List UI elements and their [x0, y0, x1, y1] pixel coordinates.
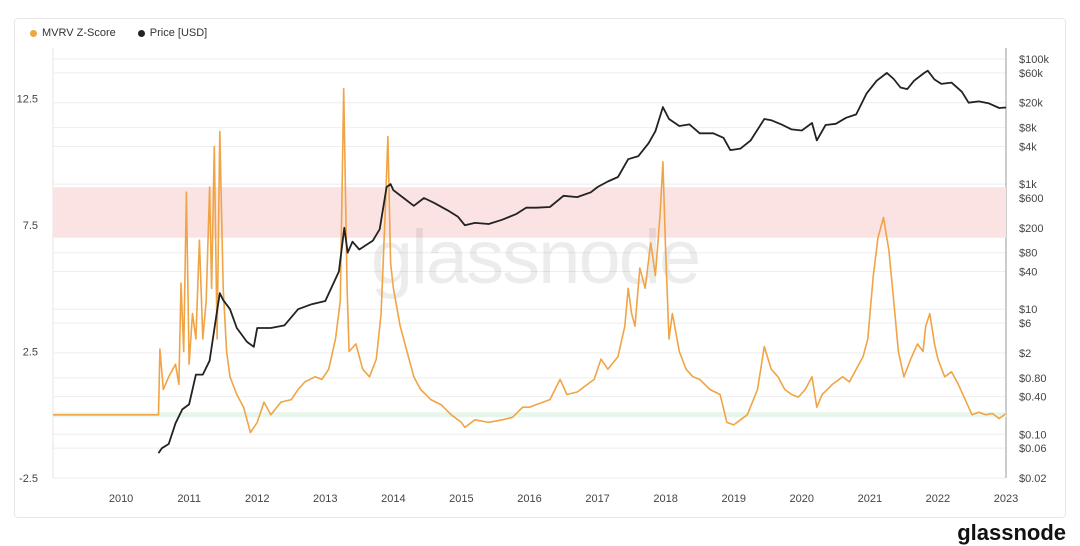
red-band	[53, 187, 1006, 238]
y-right-tick-label: $80	[1019, 248, 1037, 260]
y-right-tick-label: $0.02	[1019, 473, 1047, 485]
y-left-tick-label: 2.5	[23, 347, 38, 359]
y-right-tick-label: $4k	[1019, 141, 1037, 153]
x-tick-label: 2016	[517, 493, 541, 505]
watermark: glassnode	[371, 215, 700, 300]
y-right-tick-label: $100k	[1019, 54, 1049, 66]
y-right-tick-label: $1k	[1019, 179, 1037, 191]
y-right-tick-label: $60k	[1019, 68, 1043, 80]
x-tick-label: 2019	[721, 493, 745, 505]
y-left-tick-label: 12.5	[17, 94, 38, 106]
x-tick-label: 2018	[653, 493, 677, 505]
x-tick-label: 2014	[381, 493, 405, 505]
legend-item-mvrv[interactable]: MVRV Z-Score	[30, 27, 116, 39]
y-right-tick-label: $0.06	[1019, 443, 1047, 455]
x-tick-label: 2015	[449, 493, 473, 505]
y-right-tick-label: $0.40	[1019, 392, 1047, 404]
y-right-tick-label: $600	[1019, 193, 1043, 205]
price-dot-icon	[137, 29, 145, 37]
y-right-tick-label: $0.10	[1019, 429, 1047, 441]
y-right-tick-label: $20k	[1019, 98, 1043, 110]
x-tick-label: 2013	[313, 493, 337, 505]
y-right-tick-label: $40	[1019, 267, 1037, 279]
mvrv-dot-icon	[30, 29, 37, 37]
legend-item-price[interactable]: Price [USD]	[137, 27, 208, 39]
y-right-tick-label: $0.80	[1019, 373, 1047, 385]
x-tick-label: 2022	[926, 493, 950, 505]
y-left-tick-label: 7.5	[23, 220, 38, 232]
price-line	[157, 69, 1007, 454]
x-tick-label: 2012	[245, 493, 269, 505]
y-right-tick-label: $8k	[1019, 123, 1037, 135]
legend-price-label: Price [USD]	[149, 27, 208, 39]
legend-mvrv-label: MVRV Z-Score	[42, 27, 116, 39]
green-band	[53, 412, 1006, 418]
x-tick-label: 2011	[177, 493, 201, 505]
footer-brand: glassnode	[957, 520, 1066, 545]
legend: MVRV Z-Score Price [USD]	[30, 27, 207, 39]
x-tick-label: 2010	[109, 493, 133, 505]
x-tick-label: 2021	[858, 493, 882, 505]
x-tick-label: 2017	[585, 493, 609, 505]
y-right-tick-label: $2	[1019, 348, 1031, 360]
mvrv-zscore-line	[53, 87, 1007, 434]
x-tick-label: 2020	[790, 493, 814, 505]
y-right-tick-label: $200	[1019, 223, 1043, 235]
x-tick-label: 2023	[994, 493, 1018, 505]
y-right-tick-label: $10	[1019, 304, 1037, 316]
y-right-tick-label: $6	[1019, 318, 1031, 330]
y-left-tick-label: -2.5	[19, 473, 38, 485]
